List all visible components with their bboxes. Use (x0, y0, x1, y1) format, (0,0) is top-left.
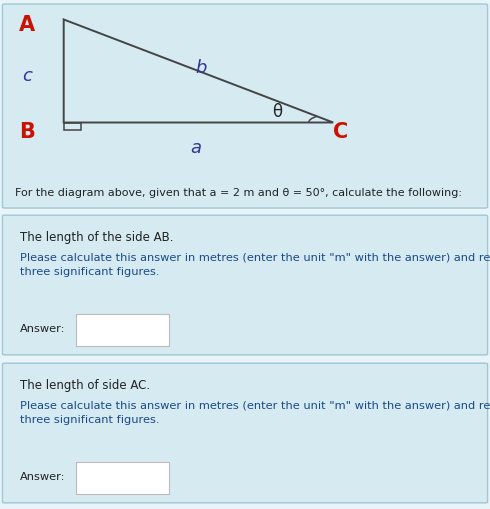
Text: b: b (195, 59, 207, 77)
Text: The length of the side AB.: The length of the side AB. (20, 231, 173, 244)
FancyBboxPatch shape (2, 363, 488, 503)
Text: c: c (22, 67, 32, 85)
FancyBboxPatch shape (2, 5, 488, 209)
Text: C: C (333, 122, 348, 142)
FancyBboxPatch shape (76, 462, 169, 494)
Text: θ: θ (272, 103, 282, 121)
FancyBboxPatch shape (2, 216, 488, 355)
Text: A: A (19, 15, 35, 35)
Text: Please calculate this answer in metres (enter the unit "m" with the answer) and : Please calculate this answer in metres (… (20, 252, 490, 276)
Text: Answer:: Answer: (20, 324, 65, 333)
Text: Answer:: Answer: (20, 471, 65, 482)
FancyBboxPatch shape (76, 314, 169, 346)
Text: B: B (19, 122, 35, 142)
Bar (64, 123, 81, 130)
Text: Please calculate this answer in metres (enter the unit "m" with the answer) and : Please calculate this answer in metres (… (20, 400, 490, 424)
Text: For the diagram above, given that a = 2 m and θ = 50°, calculate the following:: For the diagram above, given that a = 2 … (15, 187, 462, 197)
Text: a: a (191, 139, 201, 157)
Text: The length of side AC.: The length of side AC. (20, 379, 150, 391)
